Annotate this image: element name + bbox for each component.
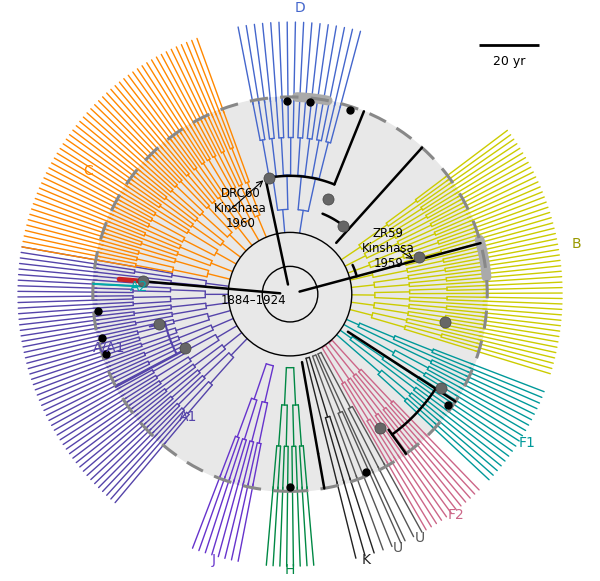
Text: F2: F2 — [448, 508, 464, 522]
Text: B: B — [572, 238, 581, 252]
Text: C: C — [83, 164, 92, 178]
Text: A/A1: A/A1 — [92, 341, 125, 355]
Text: K: K — [362, 553, 371, 566]
Text: A2: A2 — [130, 279, 148, 294]
Circle shape — [228, 232, 352, 356]
Text: ZR59
Kinshasa
1959: ZR59 Kinshasa 1959 — [362, 227, 415, 270]
Text: H: H — [285, 563, 295, 578]
Text: 20 yr: 20 yr — [493, 55, 526, 68]
Text: F1: F1 — [519, 436, 536, 450]
Text: J: J — [212, 553, 216, 566]
Text: U: U — [393, 541, 403, 555]
Text: 1884–1924: 1884–1924 — [220, 294, 286, 307]
Text: A1: A1 — [179, 410, 197, 424]
Text: D: D — [295, 1, 305, 15]
Text: DRC60
Kinshasa
1960: DRC60 Kinshasa 1960 — [214, 187, 267, 230]
Text: U: U — [415, 531, 425, 545]
Circle shape — [93, 97, 487, 492]
